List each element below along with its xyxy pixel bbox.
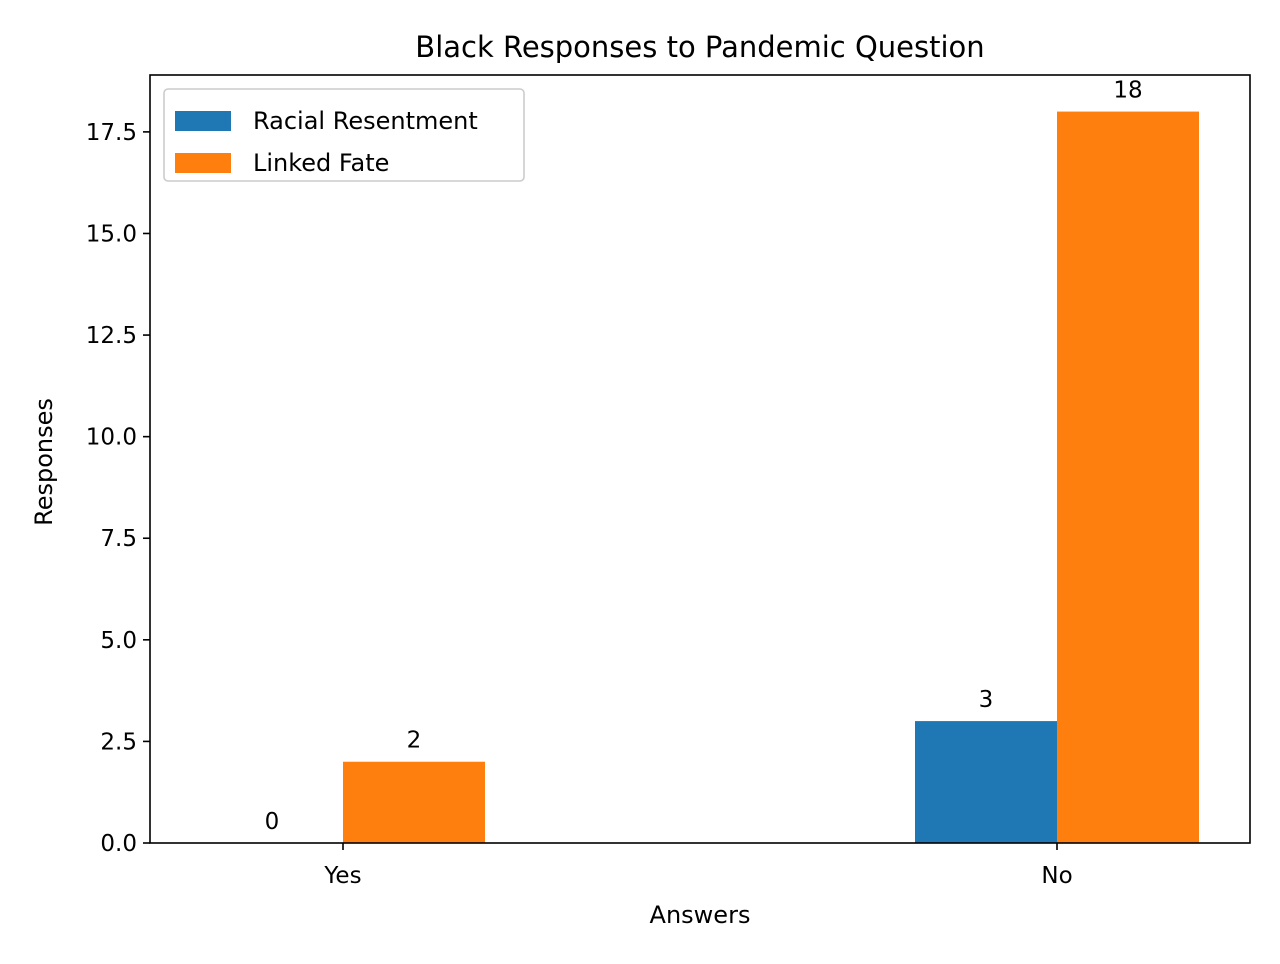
y-tick-label: 5.0: [100, 628, 137, 654]
y-tick-label: 2.5: [100, 729, 137, 755]
data-label: 3: [979, 687, 994, 713]
y-axis-title: Responses: [30, 398, 58, 526]
x-axis-title: Answers: [650, 901, 751, 929]
chart-title: Black Responses to Pandemic Question: [415, 30, 984, 64]
data-label: 18: [1113, 78, 1142, 104]
bar-linked-fate-no: [1057, 111, 1199, 844]
legend-label: Racial Resentment: [253, 107, 478, 135]
legend: Racial Resentment Linked Fate: [163, 88, 525, 182]
bar-linked-fate-yes: [343, 761, 485, 843]
legend-swatch: [175, 111, 231, 131]
legend-swatch: [175, 153, 231, 173]
data-label: 0: [265, 809, 280, 835]
x-tick-label: No: [1041, 863, 1072, 889]
y-tick-label: 12.5: [86, 323, 137, 349]
y-tick-label: 7.5: [100, 526, 137, 552]
y-tick-label: 15.0: [86, 221, 137, 247]
plot-area: 0 3 2 18: [265, 78, 1199, 844]
plot-frame: [149, 74, 1251, 844]
x-tick-label: Yes: [323, 863, 361, 889]
y-tick-label: 10.0: [86, 425, 137, 451]
y-tick-label: 0.0: [100, 831, 137, 857]
bar-racial-resentment-no: [915, 721, 1057, 843]
data-label: 2: [407, 728, 422, 754]
axes: 0.0 2.5 5.0 7.5 10.0 12.5 15.0 17.5 Yes No: [86, 74, 1251, 889]
y-tick-label: 17.5: [86, 120, 137, 146]
legend-label: Linked Fate: [253, 149, 389, 177]
legend-box: [163, 88, 525, 182]
